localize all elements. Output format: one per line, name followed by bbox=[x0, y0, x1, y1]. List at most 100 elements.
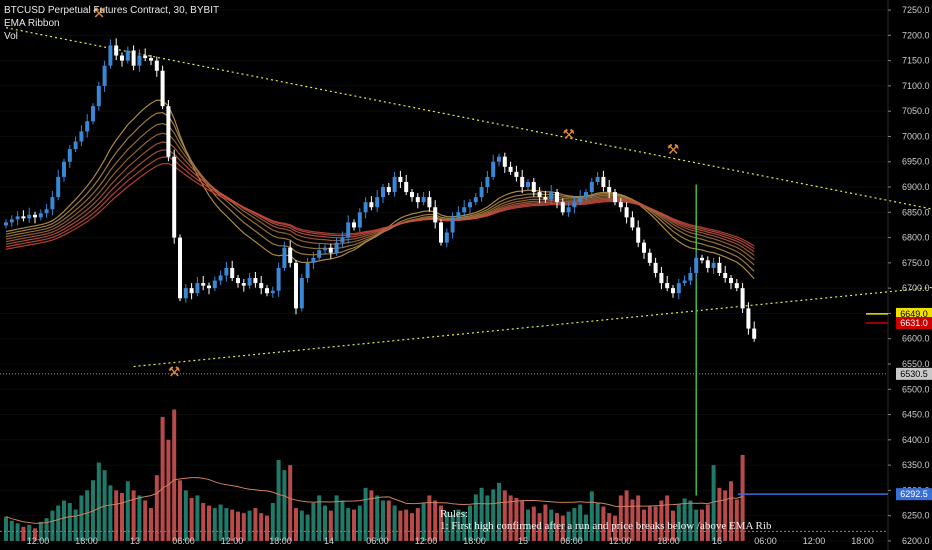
price-axis[interactable]: 7250.0 7200.0 7150.0 7100.0 7050.0 7000.0 6950… bbox=[887, 0, 930, 550]
candle-body bbox=[253, 278, 258, 284]
volume-bar bbox=[607, 513, 612, 541]
candle-body bbox=[659, 272, 664, 284]
volume-bar bbox=[694, 509, 699, 541]
time-axis[interactable]: 12:00 18:00 13 06:00 12:00 18:00 14 06:00 12:00 1… bbox=[27, 536, 874, 546]
volume-bar bbox=[323, 505, 327, 541]
volume-bar bbox=[143, 500, 148, 541]
volume-bar bbox=[717, 487, 722, 541]
candle-body bbox=[671, 288, 675, 294]
candle-body bbox=[160, 70, 165, 107]
volume-bar bbox=[392, 505, 397, 541]
volume-bar bbox=[230, 509, 235, 541]
candle-body bbox=[595, 176, 600, 182]
ema-ribbon-line bbox=[5, 149, 755, 253]
volume-bar bbox=[125, 481, 130, 541]
candle-body bbox=[578, 197, 583, 203]
candle-body bbox=[166, 106, 171, 157]
volume-bar bbox=[642, 509, 646, 541]
price-badge bbox=[896, 367, 932, 380]
candle-body bbox=[189, 288, 194, 294]
time-tick-label: 12:00 bbox=[415, 536, 438, 546]
volume-bar bbox=[311, 503, 316, 541]
candle-body bbox=[392, 176, 397, 193]
volume-bar bbox=[195, 495, 200, 541]
volume-bar bbox=[468, 505, 472, 541]
candle-body bbox=[85, 121, 90, 132]
time-tick-label: 12:00 bbox=[27, 536, 50, 546]
candle-body bbox=[79, 131, 84, 142]
candle-body bbox=[328, 247, 333, 253]
price-tick-label: 6550.0 bbox=[902, 359, 930, 369]
candle-body bbox=[415, 197, 420, 203]
time-tick-label: 13 bbox=[130, 536, 140, 546]
volume-bar bbox=[241, 513, 246, 541]
candle-body bbox=[723, 272, 728, 279]
candle-body bbox=[479, 187, 484, 198]
candle-body bbox=[514, 171, 519, 177]
candle-body bbox=[265, 288, 269, 294]
volume-bar bbox=[618, 495, 623, 541]
candle-body bbox=[346, 222, 351, 238]
volume-bar bbox=[589, 491, 594, 541]
time-tick-label: 12:00 bbox=[803, 536, 826, 546]
candle-body bbox=[665, 283, 670, 289]
price-tick-label: 7200.0 bbox=[902, 30, 930, 40]
candle-body bbox=[114, 45, 119, 56]
indicator-vol[interactable]: Vol bbox=[4, 31, 18, 42]
volume-bar bbox=[67, 503, 72, 541]
symbol-title[interactable]: BTCUSD Perpetual Futures Contract, 30, B… bbox=[4, 5, 220, 16]
volume-bar bbox=[572, 508, 577, 541]
volume-bar bbox=[491, 489, 496, 541]
volume-bar bbox=[172, 409, 177, 541]
candle-body bbox=[259, 283, 264, 289]
volume-bar bbox=[404, 509, 409, 541]
volume-bar bbox=[688, 500, 693, 541]
candle-body bbox=[270, 290, 275, 294]
volume-bar bbox=[340, 500, 345, 541]
candle-body bbox=[642, 242, 646, 253]
volume-bar bbox=[375, 495, 380, 541]
volume-bar bbox=[114, 490, 119, 541]
volume-bar bbox=[636, 495, 641, 541]
volume-bar bbox=[253, 508, 258, 541]
candle-body bbox=[711, 262, 716, 268]
volume-bar bbox=[108, 485, 113, 541]
candle-body bbox=[729, 278, 733, 284]
candle-body bbox=[247, 278, 252, 286]
candle-body bbox=[282, 247, 287, 268]
candle-body bbox=[33, 214, 37, 218]
candle-body bbox=[584, 192, 588, 198]
volume-bar bbox=[421, 503, 426, 541]
candle-body bbox=[653, 262, 658, 273]
price-badge-label: 6631.0 bbox=[900, 318, 928, 328]
candle-body bbox=[125, 50, 130, 61]
volume-bar bbox=[502, 490, 507, 541]
time-tick-label: 18:00 bbox=[269, 536, 292, 546]
volume-bar bbox=[729, 481, 733, 541]
price-tick-label: 7050.0 bbox=[902, 106, 930, 116]
candle-body bbox=[369, 202, 374, 208]
volume-bar bbox=[149, 508, 153, 541]
candle-body bbox=[700, 257, 704, 261]
price-tick-label: 6600.0 bbox=[902, 334, 930, 344]
candle-body bbox=[386, 187, 391, 193]
indicator-ema-ribbon[interactable]: EMA Ribbon bbox=[4, 18, 60, 29]
trendline bbox=[133, 286, 932, 368]
price-badge-label: 6292.5 bbox=[900, 489, 928, 499]
candle-body bbox=[363, 202, 368, 213]
volume-bar bbox=[137, 495, 142, 541]
wrench-icon: ⚒ bbox=[667, 142, 680, 158]
volume-bar bbox=[236, 511, 240, 541]
candle-body bbox=[172, 156, 177, 238]
rules-line-1: 1: First high confirmed after a run and … bbox=[440, 520, 772, 532]
price-tick-label: 6450.0 bbox=[902, 410, 930, 420]
volume-bar bbox=[317, 495, 322, 541]
volume-bar bbox=[595, 503, 600, 541]
volume-bar bbox=[526, 509, 530, 541]
volume-bar bbox=[73, 509, 78, 541]
wrench-icon: ⚒ bbox=[562, 127, 575, 143]
volume-bar bbox=[9, 520, 14, 541]
volume-bar bbox=[734, 499, 739, 541]
candle-body bbox=[601, 176, 606, 188]
